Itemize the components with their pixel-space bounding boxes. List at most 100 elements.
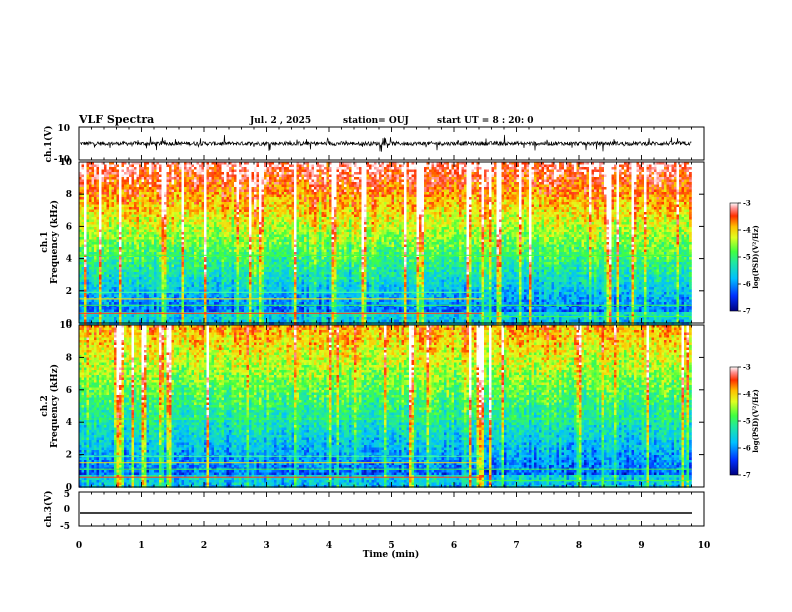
spec-cell <box>307 177 310 180</box>
spec-cell <box>449 190 452 193</box>
spec-cell <box>462 172 465 175</box>
spec-cell <box>267 190 270 193</box>
spec-cell <box>457 182 460 185</box>
spec-cell <box>584 207 587 210</box>
spec-cell <box>169 182 172 185</box>
spec-cell <box>244 207 247 210</box>
spec-cell <box>319 182 322 185</box>
spec-cell <box>642 200 645 203</box>
spec-cell <box>522 197 525 200</box>
spec-cell <box>139 200 142 203</box>
spec-cell <box>237 202 240 205</box>
spec-cell <box>642 187 645 190</box>
spec-cell <box>149 180 152 183</box>
spec-cell <box>344 210 347 213</box>
spec-cell <box>387 187 390 190</box>
spec-cell <box>667 197 670 200</box>
spec-cell <box>347 185 350 188</box>
spec-cell <box>597 190 600 193</box>
spec-cell <box>664 197 667 200</box>
spec-cell <box>634 180 637 183</box>
spec-cell <box>529 187 532 190</box>
spec-cell <box>509 190 512 193</box>
spec-cell <box>549 175 552 178</box>
spec-cell <box>674 202 677 205</box>
spec-cell <box>292 190 295 193</box>
spec-cell <box>119 212 122 215</box>
spec-cell <box>582 170 585 173</box>
spec-cell <box>274 190 277 193</box>
spec-cell <box>634 202 637 205</box>
spec-cell <box>144 172 147 175</box>
spec-cell <box>107 202 110 205</box>
spec-cell <box>454 177 457 180</box>
spec-cell <box>149 170 152 173</box>
spec-cell <box>479 200 482 203</box>
spec-cell <box>357 177 360 180</box>
spec-cell <box>467 210 470 213</box>
spec-cell <box>182 165 185 168</box>
spec-cell <box>382 175 385 178</box>
spec-cell <box>327 195 330 198</box>
spec-cell <box>562 190 565 193</box>
spec-cell <box>87 167 90 170</box>
spec-cell <box>507 202 510 205</box>
spec-cell <box>399 205 402 208</box>
spec-cell <box>662 172 665 175</box>
spec-cell <box>344 180 347 183</box>
spec-cell <box>379 192 382 195</box>
spec-cell <box>169 180 172 183</box>
spec-cell <box>599 177 602 180</box>
spec-cell <box>567 177 570 180</box>
spec-cell <box>404 207 407 210</box>
spec-cell <box>559 170 562 173</box>
spec-cell <box>647 210 650 213</box>
spec-cell <box>469 207 472 210</box>
spec-cell <box>654 167 657 170</box>
spec-cell <box>584 205 587 208</box>
spec-cell <box>164 190 167 193</box>
spec-cell <box>264 195 267 198</box>
spec-cell <box>617 190 620 193</box>
spec-cell <box>134 210 137 213</box>
spec-cell <box>179 177 182 180</box>
spec-cell <box>134 187 137 190</box>
spec-cell <box>372 165 375 168</box>
spec-cell <box>484 187 487 190</box>
spec-cell <box>349 177 352 180</box>
spec-cell <box>249 182 252 185</box>
spec-cell <box>534 207 537 210</box>
spec-cell <box>539 177 542 180</box>
spec-cell <box>487 167 490 170</box>
spec-cell <box>584 192 587 195</box>
spec-cell <box>362 175 365 178</box>
spec-cell <box>139 190 142 193</box>
spec-cell <box>87 207 90 210</box>
spec-cell <box>572 165 575 168</box>
spec-cell <box>162 197 165 200</box>
spec-cell <box>177 190 180 193</box>
spec-cell <box>424 205 427 208</box>
spec-cell <box>224 197 227 200</box>
spec-cell <box>639 192 642 195</box>
spec-cell <box>177 185 180 188</box>
spec-cell <box>629 192 632 195</box>
spec-cell <box>167 212 170 215</box>
spec-cell <box>244 192 247 195</box>
spec-cell <box>344 190 347 193</box>
spec-cell <box>212 190 215 193</box>
spec-cell <box>284 195 287 198</box>
spec-cell <box>217 202 220 205</box>
spec-cell <box>164 207 167 210</box>
spec-cell <box>462 210 465 213</box>
spec-cell <box>432 190 435 193</box>
spec-cell <box>144 190 147 193</box>
spec-cell <box>217 210 220 213</box>
spec-cell <box>147 200 150 203</box>
spec-cell <box>172 165 175 168</box>
spec-cell <box>159 207 162 210</box>
spec-cell <box>414 182 417 185</box>
spec-cell <box>539 180 542 183</box>
spec-cell <box>127 182 130 185</box>
spec-cell <box>517 205 520 208</box>
